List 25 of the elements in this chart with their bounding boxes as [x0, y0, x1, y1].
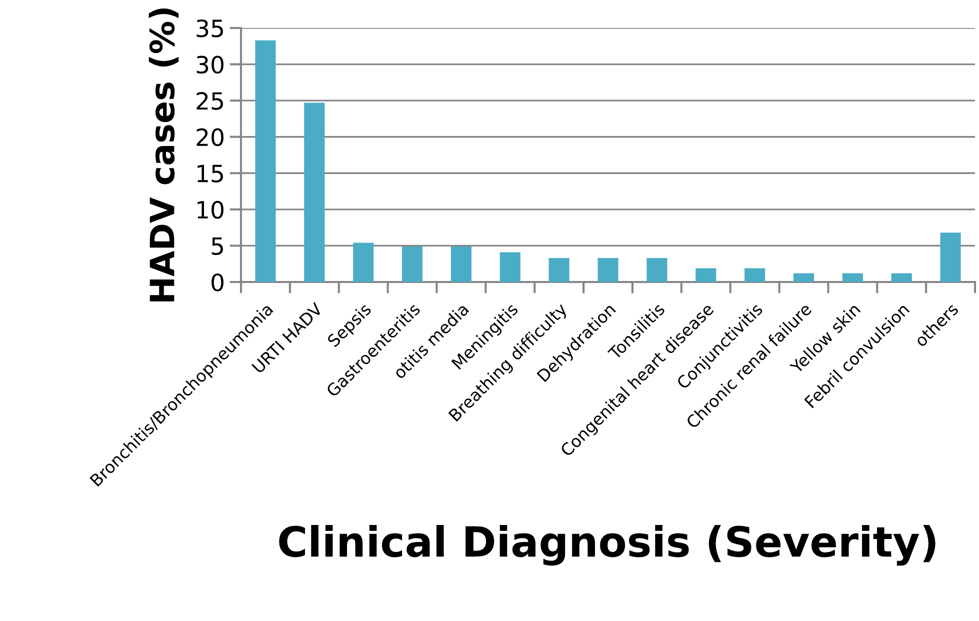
x-axis-title: Clinical Diagnosis (Severity) [279, 524, 936, 566]
y-tick-label: 5 [212, 237, 223, 256]
bar [353, 242, 374, 282]
y-tick-label: 15 [198, 164, 223, 182]
bar [646, 258, 668, 282]
bar [793, 273, 814, 282]
y-axis-title: HADV cases (%) [148, 8, 179, 302]
bar [744, 268, 766, 282]
y-tick-label: 25 [196, 92, 223, 110]
bar [940, 232, 961, 282]
bar [891, 273, 912, 282]
y-tick-label: 20 [196, 128, 224, 146]
bar [548, 258, 570, 282]
bar [842, 273, 863, 282]
y-tick-label: 30 [196, 56, 224, 74]
bar [450, 246, 472, 282]
bar [402, 246, 423, 282]
y-tick-label: 35 [196, 19, 223, 38]
bar [696, 268, 716, 282]
y-tick-label: 10 [198, 200, 224, 219]
y-tick-label: 0 [212, 273, 224, 292]
bar [255, 40, 276, 282]
bar [598, 258, 618, 282]
bar [500, 252, 520, 282]
bar [304, 102, 325, 282]
